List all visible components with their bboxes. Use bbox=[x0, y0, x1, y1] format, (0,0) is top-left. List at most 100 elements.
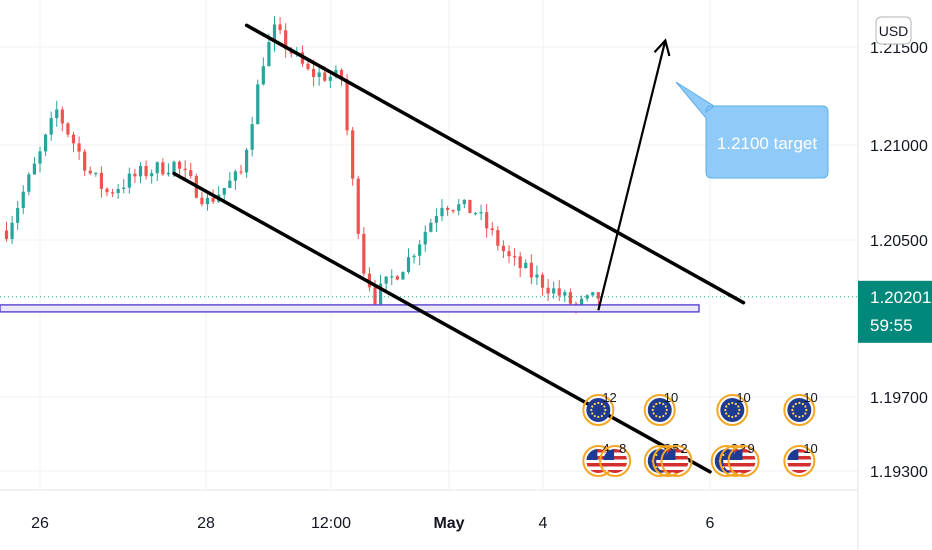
candle-body bbox=[222, 187, 226, 195]
eu-star bbox=[591, 412, 594, 415]
us-stripe bbox=[603, 452, 628, 456]
event-count: 10 bbox=[664, 390, 678, 405]
us-stripe bbox=[787, 452, 812, 456]
candle-body bbox=[127, 173, 131, 188]
event-count: 10 bbox=[736, 390, 750, 405]
eu-star bbox=[655, 402, 658, 406]
candle-body bbox=[557, 288, 561, 296]
candle-body bbox=[479, 212, 483, 214]
candle-body bbox=[568, 292, 573, 304]
event-ring bbox=[727, 445, 760, 477]
candle-body bbox=[189, 170, 193, 177]
us-stripe bbox=[656, 470, 681, 473]
us-canton bbox=[787, 449, 799, 460]
us-stripe bbox=[787, 459, 812, 463]
candle-body bbox=[284, 30, 288, 50]
currency-label: USD bbox=[879, 23, 909, 39]
price-tick-label: 1.19700 bbox=[870, 390, 928, 407]
candle-body bbox=[94, 172, 98, 175]
candle-body bbox=[418, 244, 422, 256]
us-stripe bbox=[603, 456, 628, 460]
us-stripe bbox=[723, 449, 748, 453]
candle-body bbox=[77, 143, 81, 152]
event-count: 8 bbox=[619, 441, 626, 456]
candle-body bbox=[445, 207, 450, 211]
us-stripe bbox=[664, 470, 689, 473]
eu-star bbox=[590, 408, 593, 412]
eu-star bbox=[658, 401, 661, 405]
candle-body bbox=[43, 134, 48, 152]
time-tick-label: May bbox=[433, 515, 464, 532]
us-stripe bbox=[603, 463, 628, 467]
candle-body bbox=[150, 173, 154, 177]
candle-body bbox=[228, 180, 232, 188]
us-stripe bbox=[586, 466, 611, 470]
candle-body bbox=[552, 288, 556, 294]
event-count: 10 bbox=[803, 390, 817, 405]
candle-body bbox=[362, 233, 366, 274]
eu-flag-disc bbox=[647, 398, 672, 422]
eu-star bbox=[727, 414, 730, 418]
candle-body bbox=[71, 134, 76, 144]
eu-flag-disc bbox=[787, 398, 812, 422]
price-badge bbox=[858, 280, 932, 343]
candle-body bbox=[429, 222, 433, 232]
event-ring bbox=[783, 445, 816, 477]
eu-flag-icon: 12 bbox=[582, 390, 617, 426]
eu-flag-icon: 10 bbox=[643, 390, 678, 426]
us-stripe bbox=[603, 470, 628, 473]
candle-body bbox=[133, 173, 137, 177]
candle-body bbox=[317, 72, 321, 77]
eu-star bbox=[662, 414, 665, 418]
us-flag-stripes bbox=[603, 449, 628, 473]
candle-body bbox=[250, 124, 254, 150]
candle-body bbox=[38, 151, 42, 164]
candle-body bbox=[356, 178, 360, 234]
candle-body bbox=[239, 171, 243, 173]
eu-star bbox=[664, 412, 667, 415]
drawings: 1.2100 target bbox=[0, 23, 858, 474]
eu-star bbox=[792, 412, 795, 415]
eu-star bbox=[591, 405, 594, 408]
us-canton bbox=[656, 449, 668, 460]
us-stripe bbox=[664, 452, 689, 456]
eu-star bbox=[737, 405, 740, 408]
candle-body bbox=[507, 251, 511, 257]
eu-star bbox=[662, 402, 665, 406]
projection-arrow-head bbox=[653, 38, 671, 57]
us-stripe bbox=[731, 466, 756, 470]
candles bbox=[4, 16, 600, 314]
candle-body bbox=[339, 69, 344, 80]
eu-flag-disc bbox=[720, 398, 745, 422]
us-stripe bbox=[586, 452, 611, 456]
candle-body bbox=[496, 230, 500, 246]
candle-body bbox=[395, 276, 399, 280]
eu-star bbox=[798, 415, 801, 419]
eu-star bbox=[664, 405, 667, 408]
candle-body bbox=[451, 210, 455, 212]
us-stripe bbox=[586, 463, 611, 467]
candle-body bbox=[166, 172, 171, 175]
us-canton bbox=[731, 449, 743, 460]
candle-body bbox=[423, 231, 427, 245]
candle-body bbox=[144, 165, 148, 177]
candle-body bbox=[323, 72, 327, 81]
us-flag-icon: 2 bbox=[660, 441, 693, 477]
candle-body bbox=[155, 162, 159, 174]
candle-body bbox=[83, 151, 87, 171]
event-count: 10 bbox=[803, 441, 817, 456]
event-ring bbox=[716, 394, 749, 426]
us-canton bbox=[586, 449, 598, 460]
us-stripe bbox=[731, 463, 756, 467]
time-tick-label: 12:00 bbox=[311, 515, 351, 532]
eu-star bbox=[801, 402, 804, 406]
eu-star bbox=[791, 408, 794, 412]
us-stripe bbox=[664, 463, 689, 467]
candle-body bbox=[473, 212, 478, 215]
candle-body bbox=[535, 274, 539, 278]
us-stripe bbox=[656, 449, 681, 453]
event-ring bbox=[643, 394, 676, 426]
eu-star bbox=[731, 401, 734, 405]
eu-star bbox=[798, 401, 801, 405]
